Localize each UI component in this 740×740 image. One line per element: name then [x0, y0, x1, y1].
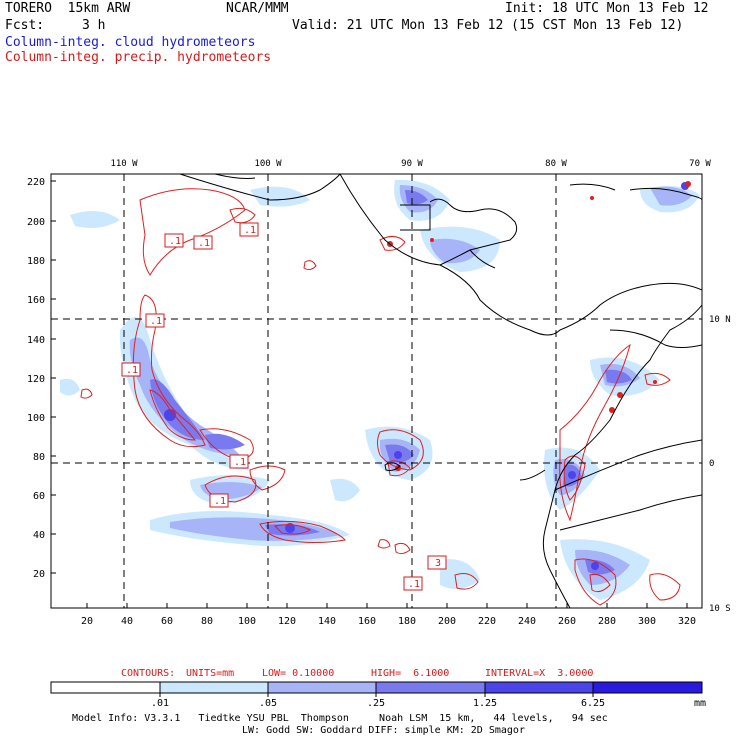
latlon-grid [51, 174, 702, 608]
x-tick-label: 120 [278, 616, 296, 627]
x-tick-label: 40 [121, 616, 133, 627]
precip-contours [80, 188, 681, 606]
y-tick-label: 180 [27, 256, 45, 267]
x-tick-label: 240 [518, 616, 536, 627]
contour-label: .1 [244, 225, 256, 236]
y-tick-labels: 220 200 180 160 140 120 100 80 60 40 20 [27, 177, 45, 580]
contour-label: .1 [198, 238, 210, 249]
forecast-hour: 3 h [82, 18, 106, 33]
contour-info-interval: INTERVAL=X 3.0000 [485, 668, 594, 679]
colorbar-labels: .01 .05 .25 1.25 6.25 mm [151, 698, 706, 709]
contour-label: .1 [234, 457, 246, 468]
contour-label: .1 [150, 316, 162, 327]
colorbar-level: 6.25 [581, 698, 605, 709]
coastlines [179, 174, 702, 608]
contour-label: .1 [169, 236, 181, 247]
x-tick-label: 280 [598, 616, 616, 627]
colorbar-level: .25 [367, 698, 385, 709]
colorbar-level: .01 [151, 698, 169, 709]
y-tick-label: 60 [33, 491, 45, 502]
x-tick-label: 220 [478, 616, 496, 627]
right-latitude-labels: 10 N 0 10 S [709, 315, 731, 614]
colorbar-swatch [485, 682, 593, 693]
longitude-label: 110 W [110, 159, 138, 169]
x-tick-label: 20 [81, 616, 93, 627]
y-tick-label: 20 [33, 569, 45, 580]
init-time: Init: 18 UTC Mon 13 Feb 12 [505, 1, 709, 16]
longitude-label: 70 W [689, 159, 711, 169]
x-tick-label: 180 [398, 616, 416, 627]
contour-label: .1 [408, 579, 420, 590]
y-tick-label: 140 [27, 335, 45, 346]
y-tick-label: 40 [33, 530, 45, 541]
center-name: NCAR/MMM [226, 1, 289, 16]
cloud-shading-core [164, 182, 689, 570]
colorbar-unit: mm [694, 698, 706, 709]
contour-label: 3 [435, 558, 441, 569]
latitude-label: 0 [709, 459, 714, 469]
colorbar-swatch [268, 682, 376, 693]
colorbar-level: .05 [259, 698, 277, 709]
valid-time: Valid: 21 UTC Mon 13 Feb 12 (15 CST Mon … [292, 18, 684, 33]
x-tick-label: 140 [318, 616, 336, 627]
contour-info-low: LOW= 0.10000 [262, 668, 335, 679]
contour-info-units: UNITS=mm [186, 668, 235, 679]
y-tick-label: 160 [27, 295, 45, 306]
x-tick-label: 320 [678, 616, 696, 627]
field-cloud-title: Column-integ. cloud hydrometeors [5, 35, 256, 50]
colorbar-swatch [376, 682, 485, 693]
tick-marks [51, 180, 688, 608]
x-tick-label: 300 [638, 616, 656, 627]
colorbar [50, 681, 703, 697]
top-longitude-labels: 110 W 100 W 90 W 80 W 70 W [110, 159, 711, 169]
longitude-label: 80 W [545, 159, 567, 169]
x-tick-label: 260 [558, 616, 576, 627]
colorbar-swatch [51, 682, 160, 693]
latitude-label: 10 N [709, 315, 731, 325]
y-tick-label: 100 [27, 413, 45, 424]
contour-info-label: CONTOURS: [121, 668, 176, 679]
x-tick-label: 160 [358, 616, 376, 627]
footer-model-info: Model Info: V3.3.1 Tiedtke YSU PBL Thomp… [72, 713, 608, 724]
y-tick-label: 220 [27, 177, 45, 188]
contour-label: .1 [126, 365, 138, 376]
colorbar-level: 1.25 [473, 698, 497, 709]
contour-label: .1 [214, 496, 226, 507]
y-tick-label: 80 [33, 452, 45, 463]
x-tick-label: 80 [201, 616, 213, 627]
x-tick-label: 200 [438, 616, 456, 627]
colorbar-swatch [593, 682, 702, 693]
colorbar-swatch [160, 682, 268, 693]
cloud-shading-mid [129, 185, 692, 585]
forecast-label: Fcst: [5, 18, 45, 33]
y-tick-label: 120 [27, 374, 45, 385]
longitude-label: 100 W [254, 159, 282, 169]
y-tick-label: 200 [27, 217, 45, 228]
precip-cores [387, 181, 691, 471]
latitude-label: 10 S [709, 604, 731, 614]
x-tick-label: 100 [238, 616, 256, 627]
x-tick-label: 60 [161, 616, 173, 627]
longitude-label: 90 W [401, 159, 423, 169]
footer-physics-info: LW: Godd SW: Goddard DIFF: simple KM: 2D… [242, 725, 525, 736]
field-precip-title: Column-integ. precip. hydrometeors [5, 50, 272, 65]
contour-info-high: HIGH= 6.1000 [371, 668, 450, 679]
contour-label-texts: .1 .1 .1 .1 .1 .1 .1 .1 3 .1 [126, 225, 441, 590]
map-frame [50, 173, 703, 609]
model-name: TORERO 15km ARW [5, 1, 131, 16]
x-tick-labels: 20 40 60 80 100 120 140 160 180 200 220 … [81, 616, 696, 627]
map-field-layer [51, 174, 702, 608]
contour-label-boxes [121, 222, 447, 591]
